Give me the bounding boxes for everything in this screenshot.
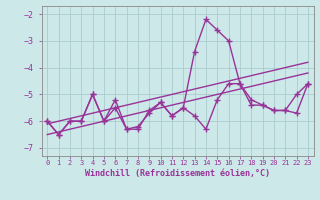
X-axis label: Windchill (Refroidissement éolien,°C): Windchill (Refroidissement éolien,°C) bbox=[85, 169, 270, 178]
